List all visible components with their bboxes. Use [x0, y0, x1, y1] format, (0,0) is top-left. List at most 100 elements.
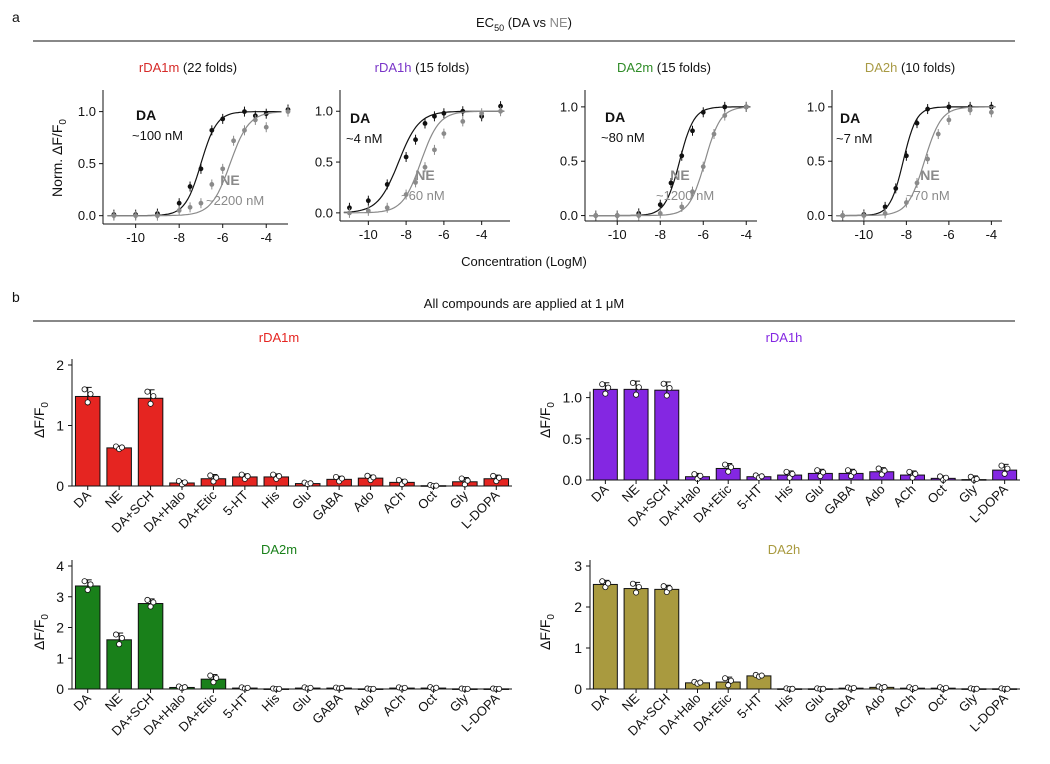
data-point-ne [133, 213, 139, 219]
dose-response-chart: rDA1h (15 folds) 0.0 0.5 1.0 -10 -8 -6 -4 DA ~4 n… [315, 60, 510, 242]
series-label-ne: NE [670, 167, 689, 183]
chart-title: rDA1h [766, 330, 803, 345]
ec50-value-da: ~80 nM [601, 130, 645, 145]
y-tick-label: 0 [56, 681, 64, 697]
replicate-dot [663, 392, 670, 399]
chart-title: DA2h [768, 542, 801, 557]
ec50-value-ne: ~1200 nM [656, 188, 714, 203]
replicate-dot [150, 393, 157, 400]
y-tick-label: 2 [56, 357, 64, 373]
y-tick-label: 0.5 [563, 431, 583, 447]
data-point-ne [988, 109, 994, 115]
replicate-dot [433, 482, 440, 489]
data-point-da [176, 200, 182, 206]
replicate-dot [213, 674, 220, 681]
category-label: Oct [415, 487, 440, 512]
replicate-dot [850, 684, 857, 691]
bar [654, 588, 680, 690]
replicate-dot [207, 672, 214, 679]
data-point-ne [231, 138, 236, 144]
data-point-da [384, 182, 390, 187]
y-tick-label: 1 [56, 650, 64, 666]
data-point-da [946, 104, 952, 110]
category-label: GABA [821, 481, 857, 517]
y-tick-label: 0.5 [560, 154, 578, 169]
replicate-dot [629, 379, 636, 386]
y-axis-label-main: ΔF/F [31, 408, 47, 438]
ec50-value-da: ~4 nM [346, 131, 383, 146]
chart-title: rDA1m [259, 330, 299, 345]
x-tick-label: -4 [986, 227, 998, 242]
panel-a-ylabel-sub: 0 [58, 119, 69, 125]
y-tick-label: 0 [574, 681, 582, 697]
y-tick-label: 0.0 [560, 208, 578, 223]
replicate-dot [635, 384, 642, 391]
bar [592, 388, 618, 481]
category-label: Oct [924, 690, 949, 715]
category-label: ACh [890, 691, 918, 719]
category-label: ACh [380, 691, 408, 719]
panel-a-header-close: ) [568, 15, 572, 30]
panel-a-header-tail: (DA vs [504, 15, 550, 30]
replicate-dot [338, 684, 345, 691]
y-tick-label: 1.0 [563, 390, 583, 406]
y-tick-label: 4 [56, 558, 64, 574]
category-label: DA [588, 481, 612, 505]
data-point-ne [946, 117, 952, 123]
replicate-dot [998, 462, 1005, 469]
series-label-ne: NE [220, 172, 239, 188]
replicate-dot [144, 388, 151, 395]
y-axis-label-main: ΔF/F [537, 408, 553, 438]
replicate-dot [81, 386, 88, 393]
replicate-dot [307, 684, 314, 691]
data-point-ne [263, 124, 269, 130]
chart-title-rest: (22 folds) [179, 60, 237, 75]
category-label: GABA [821, 690, 857, 726]
data-point-ne [441, 131, 447, 137]
bar [106, 447, 132, 487]
data-point-ne [155, 213, 160, 219]
category-label: 5-HT [220, 487, 251, 518]
y-tick-label: 0.5 [78, 156, 96, 171]
category-label: Gly [956, 690, 981, 715]
replicate-dot [789, 685, 796, 692]
dose-response-chart: DA2h (10 folds) 0.0 0.5 1.0 -10 -8 -6 -4 DA ~7 nM… [807, 60, 1002, 242]
data-point-ne [690, 189, 695, 195]
x-tick-label: -10 [359, 227, 378, 242]
category-label: 5-HT [734, 481, 765, 512]
replicate-dot [144, 596, 151, 603]
category-label: GABA [309, 690, 345, 726]
replicate-dot [213, 474, 220, 481]
category-label: Ado [350, 691, 377, 718]
chart-title-name: rDA1h [375, 60, 412, 75]
replicate-dot [238, 471, 245, 478]
y-axis-label-main: ΔF/F [31, 620, 47, 650]
replicate-dot [602, 390, 609, 397]
ec50-value-ne: ~2200 nM [206, 193, 264, 208]
chart-title-rest: (15 folds) [653, 60, 711, 75]
y-tick-label: 0.0 [78, 208, 96, 223]
replicate-dot [789, 470, 796, 477]
data-point-da [413, 137, 418, 143]
data-point-ne [187, 204, 193, 210]
chart-title-name: rDA1m [139, 60, 179, 75]
category-label: NE [102, 487, 126, 511]
y-tick-label: 2 [56, 620, 64, 636]
replicate-dot [458, 475, 465, 482]
x-tick-label: -6 [217, 230, 229, 245]
y-tick-label: 0.5 [807, 154, 825, 169]
replicate-dot [181, 684, 188, 691]
x-tick-label: -10 [608, 227, 627, 242]
replicate-dot [906, 468, 913, 475]
y-axis-label: ΔF/F0 [537, 614, 557, 650]
ec50-value-ne: ~70 nM [906, 188, 950, 203]
category-label: DA [588, 690, 612, 714]
data-point-ne [861, 213, 867, 218]
data-point-ne [403, 192, 409, 197]
category-label: GABA [309, 487, 345, 523]
fit-curve-ne [343, 110, 505, 214]
data-point-ne [365, 208, 371, 214]
x-tick-label: -8 [173, 230, 185, 245]
replicate-dot [973, 685, 980, 692]
